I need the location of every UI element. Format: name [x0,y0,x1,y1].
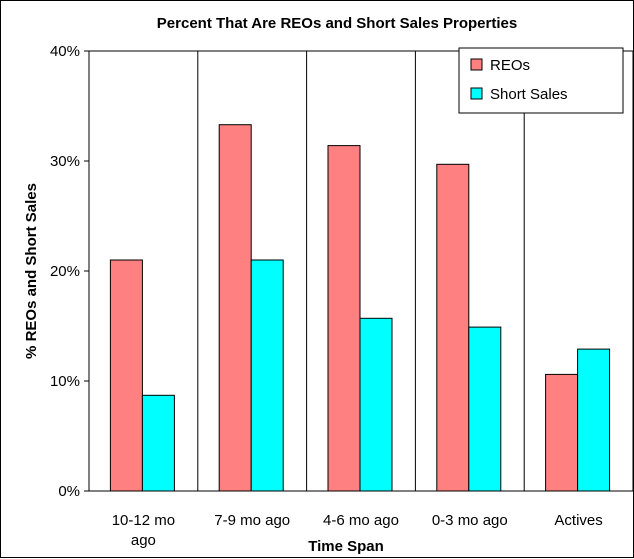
x-tick-label: 10-12 mo ago [112,512,175,549]
y-axis-ticks: 0% 10% 20% 30% 40% [50,43,89,500]
legend-box [458,47,624,114]
x-tick-label: 4-6 mo ago [323,512,399,529]
y-tick-label: 20% [50,263,80,280]
x-tick-label: Actives [554,512,602,529]
bars [109,124,611,492]
legend-swatch-reos [470,58,483,71]
legend-label-short-sales: Short Sales [490,86,568,103]
bar-reos [109,259,143,492]
bar-short-sales [359,317,393,492]
x-axis-title: Time Span [308,538,384,555]
legend-swatch-short-sales [470,87,483,100]
y-tick-label: 0% [58,483,80,500]
x-tick-label: 0-3 mo ago [432,512,508,529]
y-tick-label: 10% [50,373,80,390]
bar-short-sales [141,394,175,492]
y-tick-label: 30% [50,153,80,170]
x-tick-label: 7-9 mo ago [214,512,290,529]
legend: REOs Short Sales [458,47,624,114]
bar-short-sales [577,348,611,492]
x-axis-ticks: 10-12 mo ago 7-9 mo ago 4-6 mo ago 0-3 mo ag… [112,512,603,549]
chart-title: Percent That Are REOs and Short Sales Pr… [157,15,517,32]
bar-reos [218,124,252,492]
bar-reos [436,163,470,492]
legend-label-reos: REOs [490,57,530,74]
y-tick-label: 40% [50,43,80,60]
bar-reos [327,145,361,492]
bar-short-sales [250,259,284,492]
bar-reos [545,373,579,492]
bar-short-sales [468,326,502,492]
y-axis-title: % REOs and Short Sales [23,183,40,359]
